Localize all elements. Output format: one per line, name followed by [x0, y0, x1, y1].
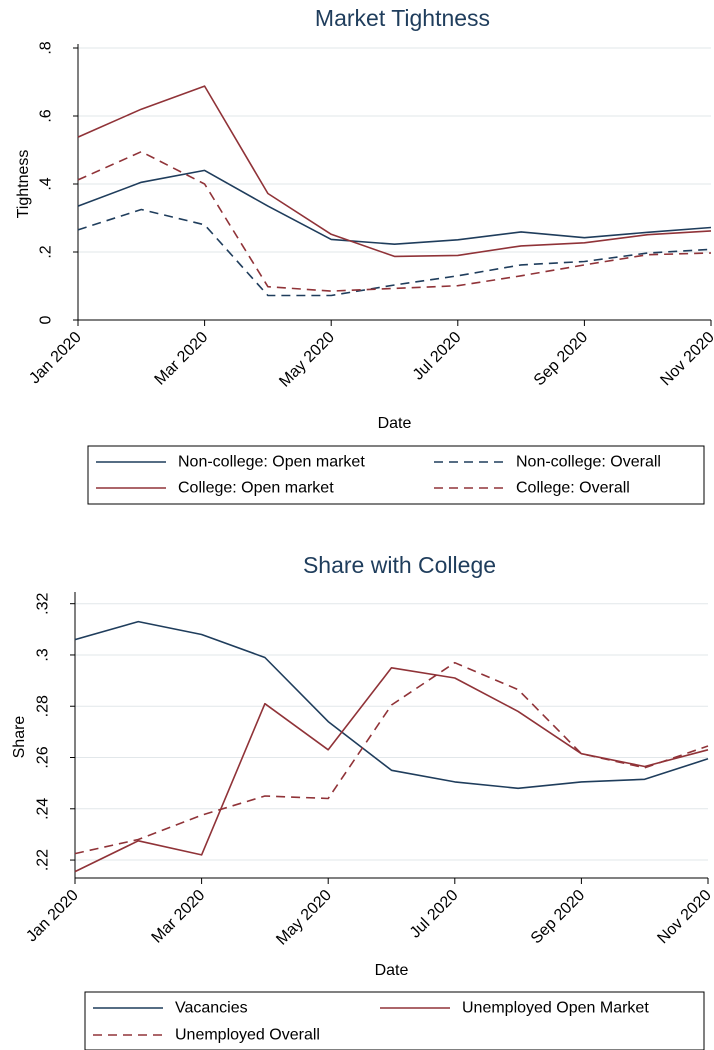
x-tick-label: Sep 2020: [528, 887, 589, 948]
x-tick-label: Jan 2020: [26, 329, 85, 388]
legend-box: [84, 991, 705, 1050]
legend-label: Non-college: Open market: [178, 454, 365, 471]
legend-label: College: Open market: [178, 480, 334, 497]
series-line-4: [77, 150, 712, 292]
y-tick-label: .3: [35, 648, 52, 661]
y-tick-label: .4: [38, 177, 55, 190]
x-tick-label: Jul 2020: [407, 887, 462, 942]
series-line-1: [77, 169, 712, 245]
y-tick-label: .6: [38, 109, 55, 122]
legend-label: Vacancies: [175, 1000, 248, 1017]
chart-title: Market Tightness: [315, 5, 490, 31]
x-axis-label: Date: [378, 415, 412, 432]
chart-title: Share with College: [303, 552, 496, 578]
y-tick-label: .26: [35, 746, 52, 768]
x-tick-label: Jul 2020: [410, 329, 465, 384]
x-tick-label: Jan 2020: [23, 887, 82, 946]
x-axis-label: Date: [375, 962, 409, 979]
series-line-3: [77, 85, 712, 258]
y-tick-label: .32: [35, 592, 52, 614]
series-line-2: [77, 208, 712, 297]
x-tick-label: Mar 2020: [149, 887, 209, 947]
legend-box: [87, 445, 705, 505]
x-tick-label: May 2020: [273, 887, 335, 949]
y-axis-label: Share: [11, 716, 28, 759]
chart-2: Share with College .22 .24 .26 .28 .3 .32 Jan 2…: [11, 552, 714, 1050]
legend-label: College: Overall: [516, 480, 630, 497]
y-tick-label: .8: [38, 41, 55, 54]
x-tick-label: May 2020: [276, 329, 338, 391]
x-tick-label: Nov 2020: [657, 329, 714, 390]
legend-label: Unemployed Overall: [175, 1027, 320, 1044]
y-tick-label: .28: [35, 695, 52, 717]
x-tick-label: Mar 2020: [152, 329, 212, 389]
y-tick-label: .24: [35, 798, 52, 820]
y-tick-label: .2: [38, 245, 55, 258]
x-tick-label: Nov 2020: [654, 887, 714, 948]
chart-1: Market Tightness 0 .2 .4 .6 .8 Jan 2020 Mar 202…: [15, 5, 714, 505]
legend-label: Non-college: Overall: [516, 454, 661, 471]
x-tick-label: Sep 2020: [531, 329, 592, 390]
y-tick-label: .22: [35, 849, 52, 871]
legend-label: Unemployed Open Market: [462, 1000, 649, 1017]
y-tick-label: 0: [38, 315, 55, 324]
series-line-1: [74, 620, 709, 790]
series-line-3: [74, 661, 709, 855]
y-axis-label: Tightness: [15, 150, 32, 219]
